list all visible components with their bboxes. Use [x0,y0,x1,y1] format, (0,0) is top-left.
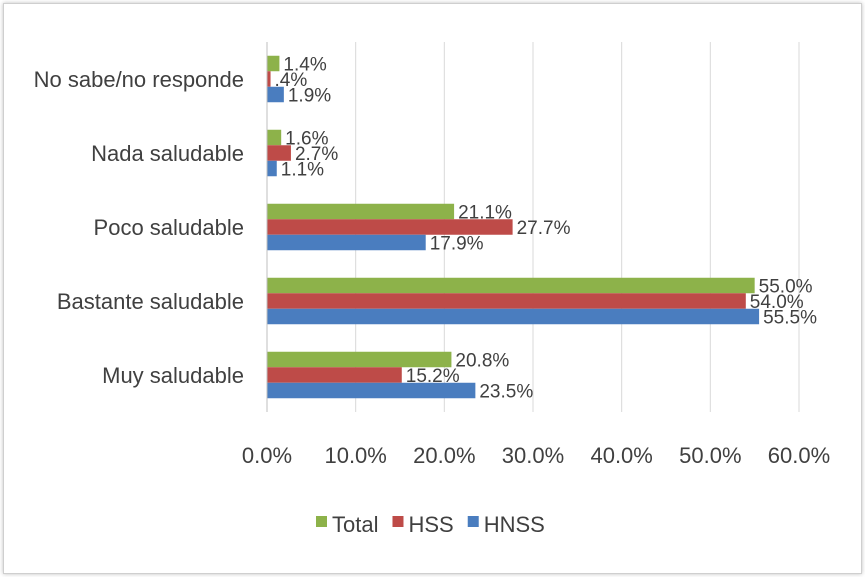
legend-label: HNSS [484,512,545,537]
legend-swatch-total [316,516,327,527]
x-tick-label: 10.0% [324,443,386,468]
bar-hss [267,367,402,383]
legend-swatch-hss [392,516,404,527]
category-label: Nada saludable [91,141,244,166]
x-tick-label: 20.0% [413,443,475,468]
data-label: 23.5% [479,382,533,403]
bar-total [267,55,280,72]
bar-hss [267,219,513,235]
category-label: Poco saludable [94,215,244,240]
data-label: 27.7% [517,218,571,239]
category-label: Muy saludable [102,363,244,388]
x-tick-label: 0.0% [242,443,292,468]
x-tick-label: 50.0% [679,443,741,468]
bar-hnss [267,308,760,325]
data-label: 1.6% [285,129,328,150]
data-label: 21.1% [458,203,512,224]
data-label: 55.5% [763,308,817,329]
data-label: 17.9% [430,234,484,255]
data-label: .4% [275,70,308,91]
bar-hnss [267,160,277,177]
data-label: 1.4% [283,55,326,76]
bar-hss [267,293,746,309]
category-label: Bastante saludable [57,289,244,314]
bar-hnss [267,234,426,251]
x-tick-label: 40.0% [590,443,652,468]
x-tick-label: 30.0% [502,443,564,468]
bar-hnss [267,382,476,399]
data-label: 54.0% [750,292,804,313]
bar-total [267,203,455,220]
bar-hss [267,145,291,161]
data-label: 55.0% [759,277,813,298]
bar-total [267,277,755,294]
bar-hnss [267,86,284,103]
data-label: 2.7% [295,144,338,165]
legend-swatch-hnss [467,516,479,527]
x-tick-label: 60.0% [768,443,830,468]
data-label: 20.8% [455,351,509,372]
data-label: 15.2% [406,366,460,387]
legend-label: HSS [408,512,453,537]
data-label: 1.9% [288,86,331,107]
bar-total [267,129,282,146]
bar-total [267,351,452,368]
bar-hss [267,71,271,87]
legend-label: Total [332,512,378,537]
category-label: No sabe/no responde [34,67,244,92]
data-label: 1.1% [281,160,324,181]
